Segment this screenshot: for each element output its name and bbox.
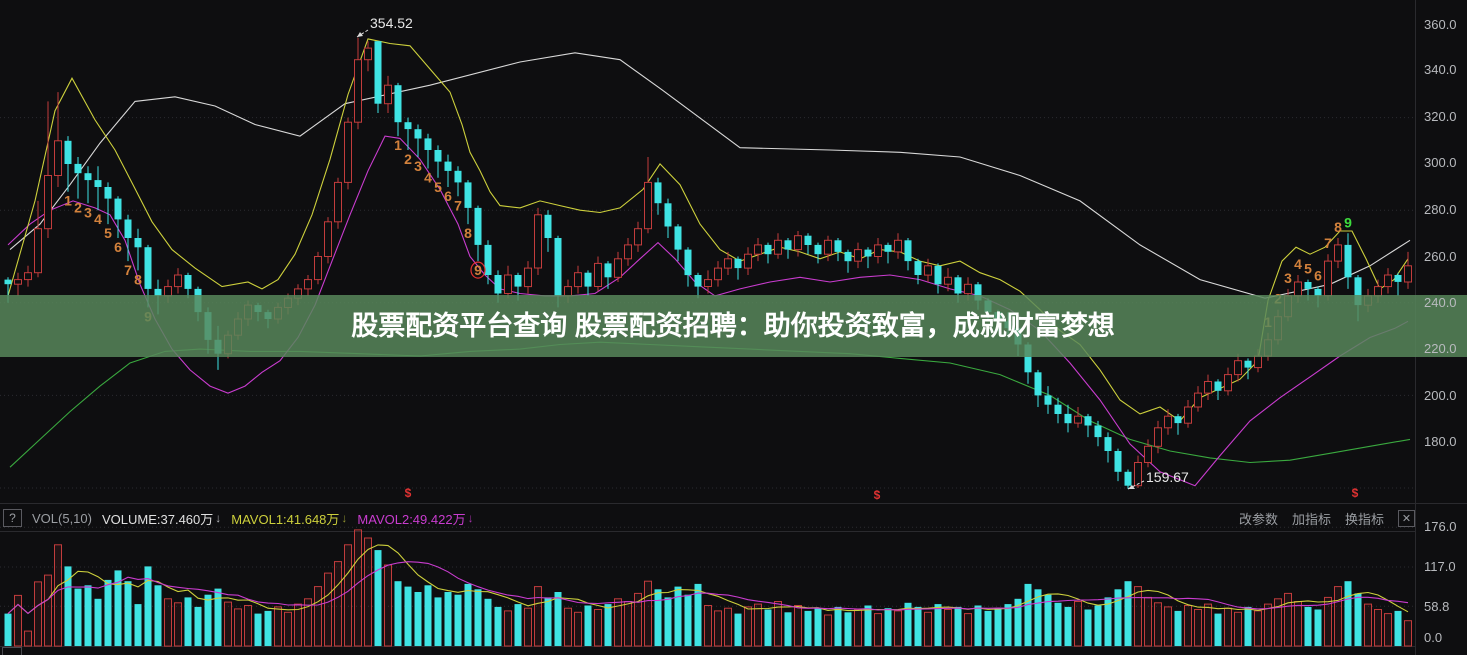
svg-text:340.0: 340.0 — [1424, 62, 1457, 77]
close-indicator-icon[interactable]: ✕ — [1398, 509, 1415, 527]
svg-text:3: 3 — [414, 158, 422, 174]
promo-banner — [0, 295, 1467, 357]
svg-text:58.8: 58.8 — [1424, 599, 1449, 614]
svg-text:6: 6 — [444, 188, 452, 204]
svg-text:280.0: 280.0 — [1424, 202, 1457, 217]
next-panel-partial-box — [2, 647, 22, 655]
mavol2-value-label: MAVOL2:49.422万 — [357, 511, 466, 527]
price-axis-labels: 360.0 340.0 320.0 300.0 280.0 260.0 240.0 220.0… — [1424, 17, 1457, 645]
svg-text:5: 5 — [1304, 261, 1312, 277]
svg-text:5: 5 — [434, 179, 442, 195]
svg-text:0.0: 0.0 — [1424, 630, 1442, 645]
volume-indicator-header: ? VOL(5,10) VOLUME:37.460万 ↓ MAVOL1:41.6… — [0, 504, 1467, 532]
high-annotation: 354.52 — [356, 15, 413, 38]
modify-params-button[interactable]: 改参数 — [1238, 511, 1278, 527]
svg-text:200.0: 200.0 — [1424, 388, 1457, 403]
svg-text:7: 7 — [1324, 235, 1332, 251]
help-button[interactable]: ? — [3, 509, 22, 527]
volume-bar-layer — [4, 529, 1412, 647]
svg-text:1: 1 — [64, 193, 72, 209]
svg-text:117.0: 117.0 — [1424, 559, 1456, 574]
svg-text:180.0: 180.0 — [1424, 434, 1457, 449]
svg-text:8: 8 — [1334, 219, 1342, 235]
svg-text:354.52: 354.52 — [370, 15, 413, 31]
svg-text:3: 3 — [1284, 270, 1292, 286]
svg-text:8: 8 — [134, 271, 142, 287]
svg-text:4: 4 — [1294, 256, 1302, 272]
svg-text:320.0: 320.0 — [1424, 109, 1457, 124]
svg-text:$: $ — [874, 488, 881, 502]
switch-indicator-button[interactable]: 换指标 — [1344, 511, 1384, 527]
svg-text:4: 4 — [94, 211, 102, 227]
svg-text:5: 5 — [104, 225, 112, 241]
volume-value-label: VOLUME:37.460万 — [101, 511, 214, 527]
promo-banner-text: 股票配资平台查询 股票配资招聘：助你投资致富，成就财富梦想 — [351, 310, 1115, 341]
svg-text:240.0: 240.0 — [1424, 295, 1457, 310]
mavol1-down-arrow-icon: ↓ — [341, 511, 348, 525]
svg-text:9: 9 — [1344, 214, 1352, 230]
ma-line-white — [9, 52, 1411, 299]
svg-text:$: $ — [405, 486, 412, 500]
indicator-name-label: VOL(5,10) — [32, 510, 92, 526]
mavol2-line — [7, 561, 1409, 615]
svg-text:7: 7 — [124, 262, 132, 278]
add-indicator-button[interactable]: 加指标 — [1291, 511, 1331, 527]
low-annotation: 159.67 — [1127, 469, 1189, 490]
svg-text:176.0: 176.0 — [1424, 519, 1457, 534]
volume-down-arrow-icon: ↓ — [215, 511, 222, 525]
svg-text:9: 9 — [474, 262, 482, 278]
mavol2-down-arrow-icon: ↓ — [467, 511, 474, 525]
svg-text:360.0: 360.0 — [1424, 17, 1457, 32]
mavol1-value-label: MAVOL1:41.648万 — [231, 511, 340, 527]
svg-text:260.0: 260.0 — [1424, 249, 1457, 264]
svg-text:2: 2 — [404, 151, 412, 167]
svg-text:6: 6 — [114, 239, 122, 255]
svg-text:2: 2 — [74, 200, 82, 216]
svg-text:220.0: 220.0 — [1424, 341, 1457, 356]
svg-text:$: $ — [1352, 486, 1359, 500]
svg-text:1: 1 — [394, 137, 402, 153]
svg-text:3: 3 — [84, 204, 92, 220]
svg-text:4: 4 — [424, 170, 432, 186]
svg-text:7: 7 — [454, 197, 462, 213]
candlestick-layer — [4, 37, 1412, 489]
signal-markers: $ $ $ — [405, 486, 1359, 502]
svg-text:159.67: 159.67 — [1146, 469, 1189, 485]
svg-text:300.0: 300.0 — [1424, 155, 1457, 170]
svg-text:8: 8 — [464, 225, 472, 241]
svg-text:6: 6 — [1314, 268, 1322, 284]
